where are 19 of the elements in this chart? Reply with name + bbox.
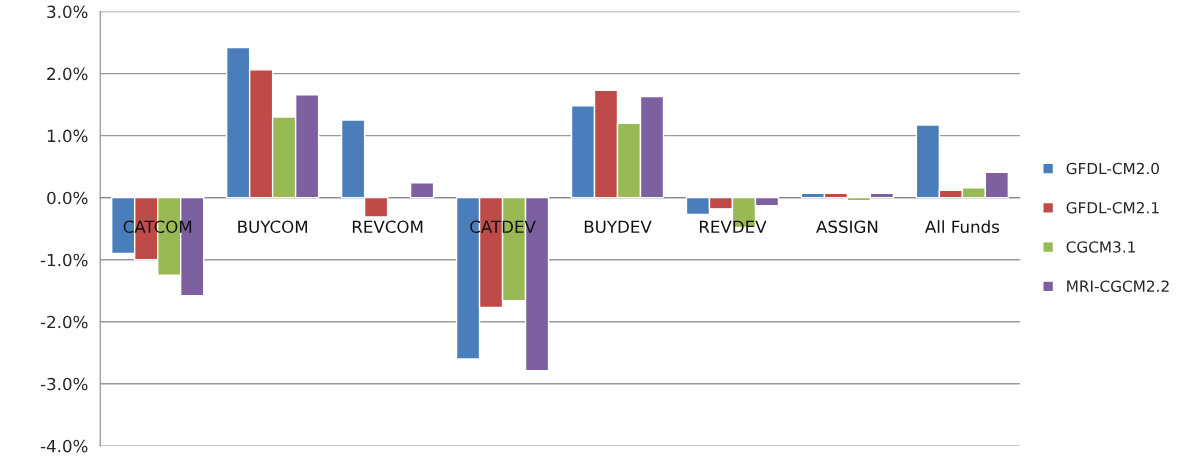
- y-tick-label: -1.0%: [40, 253, 88, 267]
- y-tick-label: 3.0%: [47, 5, 88, 19]
- legend-label: GFDL-CM2.1: [1066, 201, 1159, 214]
- x-tick-label: BUYDEV: [584, 220, 652, 234]
- y-tick-label: 1.0%: [47, 129, 88, 143]
- y-tick-label: 2.0%: [47, 67, 88, 81]
- y-tick-label: -2.0%: [40, 315, 88, 329]
- x-tick-label: All Funds: [924, 220, 1000, 234]
- legend-label: GFDL-CM2.0: [1066, 162, 1159, 175]
- legend-label: MRI-CGCM2.2: [1067, 280, 1169, 292]
- bar: [409, 182, 435, 199]
- y-tick-label: 0.0%: [47, 191, 88, 205]
- x-tick-label: REVDEV: [699, 220, 767, 233]
- y-tick-label: -3.0%: [40, 377, 88, 391]
- x-tick-label: ASSIGN: [816, 220, 878, 234]
- x-tick-label: BUYCOM: [238, 220, 308, 234]
- x-tick-label: REVCOM: [352, 220, 423, 234]
- legend-label: CGCM3.1: [1066, 241, 1135, 253]
- y-tick-label: -4.0%: [40, 439, 88, 453]
